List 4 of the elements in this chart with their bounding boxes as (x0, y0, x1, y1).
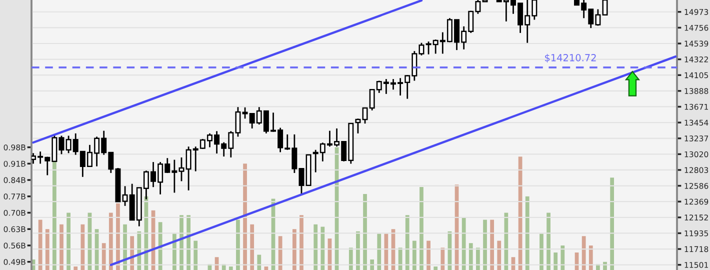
candlestick (178, 156, 184, 182)
ref-line-label: $14210.72 (545, 54, 596, 63)
candlestick (58, 135, 64, 155)
candlestick (355, 118, 361, 134)
